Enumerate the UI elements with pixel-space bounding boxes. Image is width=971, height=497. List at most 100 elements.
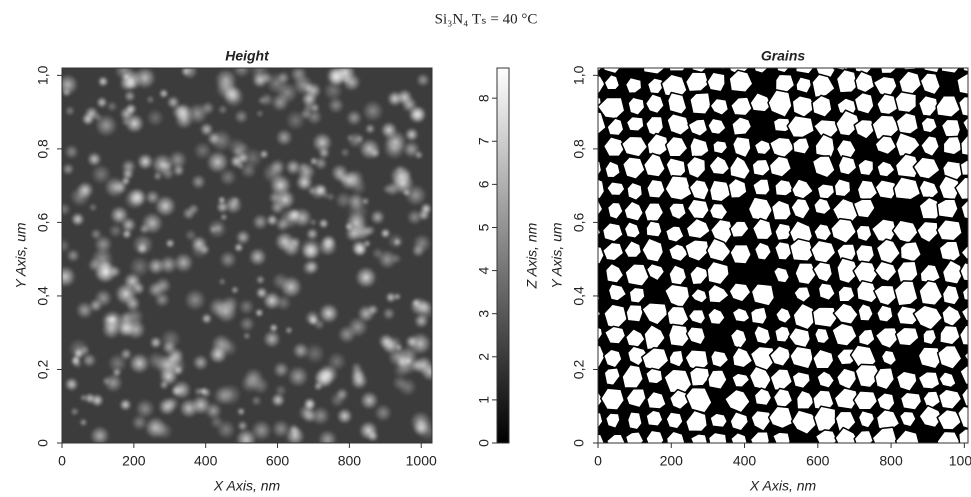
x-axis-label: X Axis, nm: [213, 478, 281, 494]
grain: [880, 349, 898, 367]
grain: [895, 305, 919, 326]
grain: [690, 287, 709, 304]
grain: [895, 111, 920, 135]
grain: [598, 307, 602, 319]
surface-feature: [88, 202, 98, 212]
grain: [811, 94, 833, 118]
grain: [729, 243, 753, 265]
surface-feature: [350, 371, 369, 390]
x-tick-label: 400: [194, 453, 218, 469]
surface-feature: [134, 398, 156, 420]
grain: [707, 117, 727, 136]
surface-feature: [391, 171, 415, 196]
grain: [751, 217, 774, 241]
grain: [727, 177, 748, 199]
surface-feature: [103, 372, 124, 393]
surface-feature: [297, 403, 316, 422]
grain: [874, 326, 900, 350]
grain: [768, 344, 792, 368]
grain: [668, 388, 691, 411]
colorbar-label: Z Axis, nm: [524, 222, 540, 289]
surface-feature: [64, 105, 76, 117]
grain: [936, 408, 963, 431]
grain: [813, 327, 831, 345]
surface-feature: [302, 101, 315, 114]
grain: [835, 68, 859, 94]
surface-feature: [218, 250, 238, 269]
surface-feature: [309, 156, 319, 166]
grain: [688, 265, 710, 286]
plot-frame: [597, 67, 969, 444]
x-tick-label: 400: [733, 453, 757, 469]
surface-feature: [274, 217, 291, 233]
grain: [811, 73, 836, 99]
surface-feature: [383, 129, 408, 154]
grain: [899, 391, 923, 411]
grain: [625, 303, 644, 323]
surface-feature: [275, 128, 294, 147]
x-tick-label: 600: [266, 453, 290, 469]
surface-feature: [325, 191, 336, 202]
grain: [645, 390, 667, 410]
grain: [603, 73, 621, 91]
surface-feature: [62, 162, 75, 176]
surface-feature: [215, 200, 229, 214]
surface-feature: [414, 150, 424, 160]
grain: [645, 220, 663, 238]
surface-feature: [305, 227, 319, 241]
surface-feature: [144, 189, 161, 206]
grain: [935, 94, 962, 119]
grain: [709, 412, 729, 429]
surface-feature: [214, 300, 238, 324]
surface-feature: [96, 96, 108, 109]
surface-feature: [236, 407, 246, 416]
grain: [687, 118, 709, 138]
surface-feature: [318, 218, 330, 229]
grain: [917, 455, 939, 476]
grain: [942, 135, 964, 156]
grain: [854, 363, 882, 389]
grain: [811, 306, 838, 329]
surface-feature: [235, 141, 251, 157]
grain: [645, 429, 665, 443]
grain: [684, 239, 711, 263]
grain: [789, 345, 814, 370]
surface-feature: [70, 407, 80, 417]
grain: [687, 308, 707, 326]
surface-feature: [382, 184, 392, 195]
y-tick-label: 5: [476, 223, 492, 231]
grain: [598, 111, 607, 136]
grain: [623, 220, 642, 239]
surface-feature: [218, 167, 238, 187]
grain: [641, 237, 665, 263]
grain: [920, 134, 941, 158]
surface-feature: [313, 381, 324, 392]
grain: [645, 262, 666, 282]
grain: [768, 155, 793, 178]
grain: [855, 224, 873, 243]
grain: [876, 160, 896, 178]
grain: [688, 366, 711, 387]
image-area: [598, 68, 968, 476]
grain: [709, 349, 730, 369]
grain: [894, 429, 920, 443]
grain: [706, 307, 726, 326]
surface-feature: [165, 238, 176, 249]
grain: [605, 433, 626, 443]
surface-feature: [136, 152, 154, 171]
surface-feature: [70, 212, 85, 227]
grain: [922, 328, 938, 346]
surface-feature: [159, 380, 169, 390]
grain: [604, 262, 625, 284]
surface-feature: [309, 218, 318, 227]
grain: [684, 71, 710, 93]
grain: [603, 325, 627, 345]
grain: [731, 135, 752, 159]
surface-feature: [90, 163, 112, 186]
surface-feature: [120, 116, 131, 127]
grain: [623, 200, 645, 222]
grain: [853, 429, 875, 443]
grain: [598, 160, 603, 178]
grain: [837, 285, 856, 303]
grain: [857, 158, 875, 177]
